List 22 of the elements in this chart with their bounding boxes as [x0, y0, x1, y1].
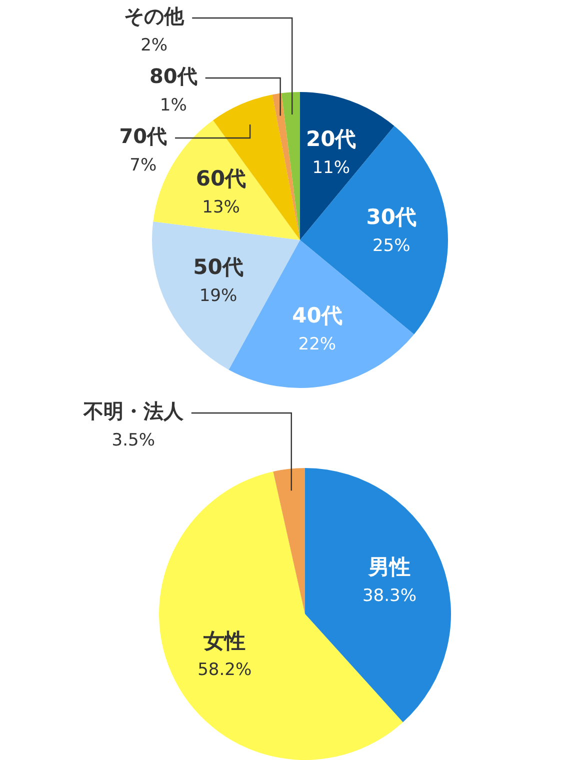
data-label: 25% — [372, 236, 410, 256]
data-label: 38.3% — [362, 586, 416, 606]
slice-label: 60代 — [196, 166, 246, 191]
data-label: 2% — [140, 35, 168, 56]
slice-label: 女性 — [202, 629, 246, 654]
slice-label: 男性 — [367, 554, 410, 579]
data-label: 7% — [130, 155, 157, 176]
slice-label: 70代 — [119, 124, 168, 148]
slice-label: 40代 — [292, 304, 342, 328]
data-label: 58.2% — [198, 660, 252, 680]
slice-label: 50代 — [193, 255, 244, 280]
slice-label: 80代 — [149, 64, 198, 88]
slice-label: 不明・法人 — [82, 399, 184, 424]
slice-label: その他 — [124, 4, 186, 28]
slice-label: 30代 — [366, 204, 416, 229]
data-label: 13% — [202, 198, 240, 218]
data-label: 19% — [199, 286, 238, 306]
data-label: 3.5% — [112, 430, 155, 450]
data-label: 1% — [160, 95, 187, 116]
slice-label: 20代 — [306, 127, 356, 152]
data-label: 11% — [312, 158, 350, 178]
data-label: 22% — [298, 334, 336, 355]
